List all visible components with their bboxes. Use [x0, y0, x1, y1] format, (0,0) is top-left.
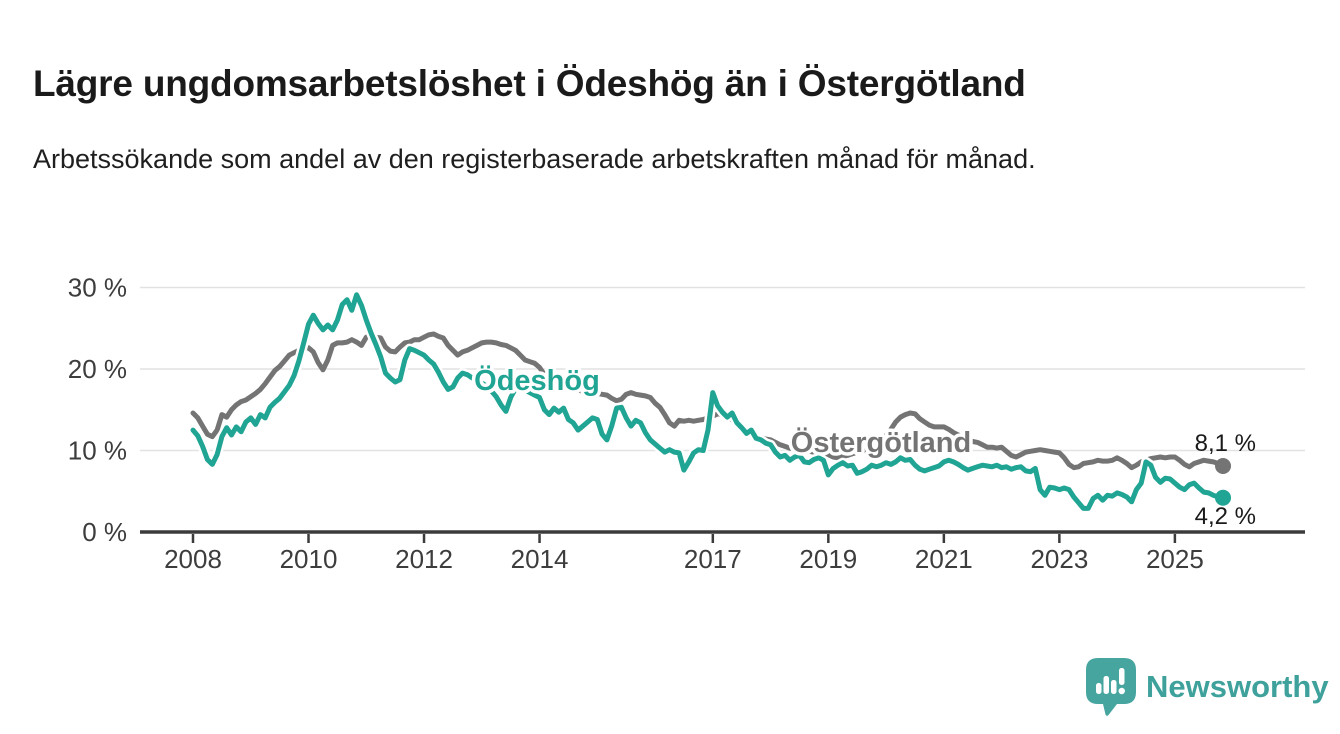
chart-title: Lägre ungdomsarbetslöshet i Ödeshög än i…	[33, 62, 1026, 104]
x-axis-label-2025: 2025	[1146, 544, 1204, 574]
bar-2	[1103, 676, 1109, 694]
y-axis-label-10: 10 %	[68, 436, 127, 466]
chart-subtitle: Arbetssökande som andel av den registerb…	[33, 144, 1036, 174]
x-axis-label-2021: 2021	[915, 544, 973, 574]
exclamation-dot	[1118, 687, 1125, 695]
exclamation-stem	[1119, 668, 1125, 685]
newsworthy-logo-icon	[1086, 658, 1136, 716]
x-axis-label-2017: 2017	[684, 544, 742, 574]
odeshog-series-label: Ödeshög	[474, 364, 600, 397]
line-odeshog	[190, 292, 1226, 511]
ostergotland-end-dot	[1215, 457, 1232, 474]
newsworthy-logo-text: Newsworthy	[1146, 669, 1329, 704]
x-axis-label-2012: 2012	[395, 544, 453, 574]
x-axis-label-2010: 2010	[280, 544, 338, 574]
x-axis-label-2023: 2023	[1030, 544, 1088, 574]
y-axis-label-20: 20 %	[68, 354, 127, 384]
odeshog-end-dot	[1215, 489, 1232, 506]
ostergotland-series-label: Östergötland	[791, 426, 971, 459]
x-axis-label-2019: 2019	[799, 544, 857, 574]
newsworthy-logo: Newsworthy	[1086, 658, 1329, 716]
bar-1	[1096, 683, 1102, 694]
line-casing-odeshog	[188, 289, 1228, 514]
x-axis-label-2014: 2014	[511, 544, 569, 574]
bar-3	[1111, 680, 1117, 694]
x-axis-label-2008: 2008	[164, 544, 222, 574]
y-axis-label-0: 0 %	[82, 517, 127, 547]
y-axis-label-30: 30 %	[68, 273, 127, 303]
odeshog-end-value-label: 4,2 %	[1195, 503, 1256, 530]
ostergotland-end-value-label: 8,1 %	[1195, 430, 1256, 457]
